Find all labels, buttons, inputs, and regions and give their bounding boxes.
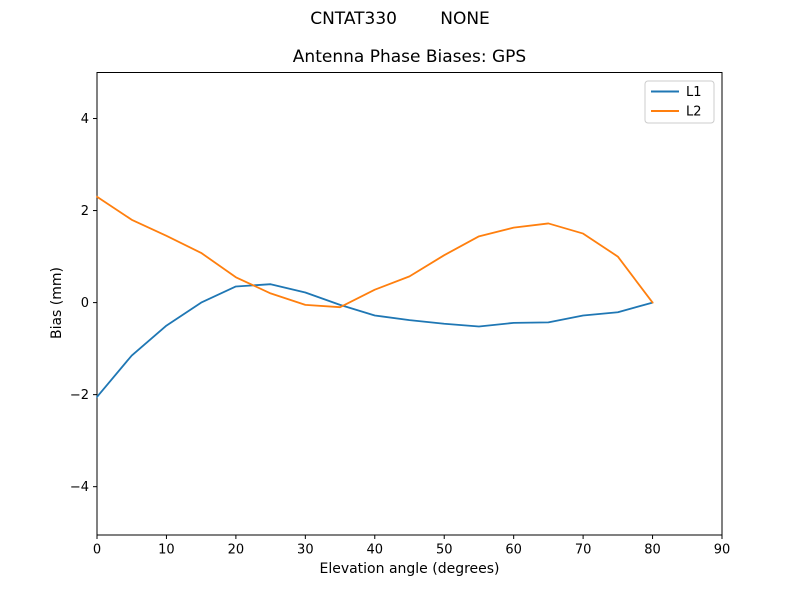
x-axis-label: Elevation angle (degrees) [319, 561, 500, 577]
x-tick-label: 90 [714, 543, 731, 558]
x-tick-label: 80 [644, 543, 661, 558]
plot-frame [96, 72, 723, 536]
x-tick-label: 30 [297, 543, 314, 558]
y-tick-label: 0 [81, 296, 89, 311]
chart-title: Antenna Phase Biases: GPS [292, 47, 527, 67]
legend-box [644, 80, 715, 124]
legend-label-l1: L1 [686, 85, 702, 100]
y-tick-label: −2 [70, 388, 89, 403]
x-tick-label: 60 [505, 543, 522, 558]
y-tick-label: 2 [81, 204, 89, 219]
legend-label-l2: L2 [686, 105, 702, 120]
series-line-l1 [96, 283, 654, 398]
series-line-l2 [96, 195, 654, 309]
x-tick-label: 50 [436, 543, 453, 558]
x-tick-label: 0 [93, 543, 101, 558]
y-tick-label: 4 [81, 112, 89, 127]
x-tick-label: 20 [228, 543, 245, 558]
figure-suptitle: CNTAT330 NONE [310, 9, 490, 29]
x-tick-label: 40 [367, 543, 384, 558]
y-tick-label: −4 [70, 480, 89, 495]
x-tick-label: 70 [575, 543, 592, 558]
x-tick-label: 10 [158, 543, 175, 558]
